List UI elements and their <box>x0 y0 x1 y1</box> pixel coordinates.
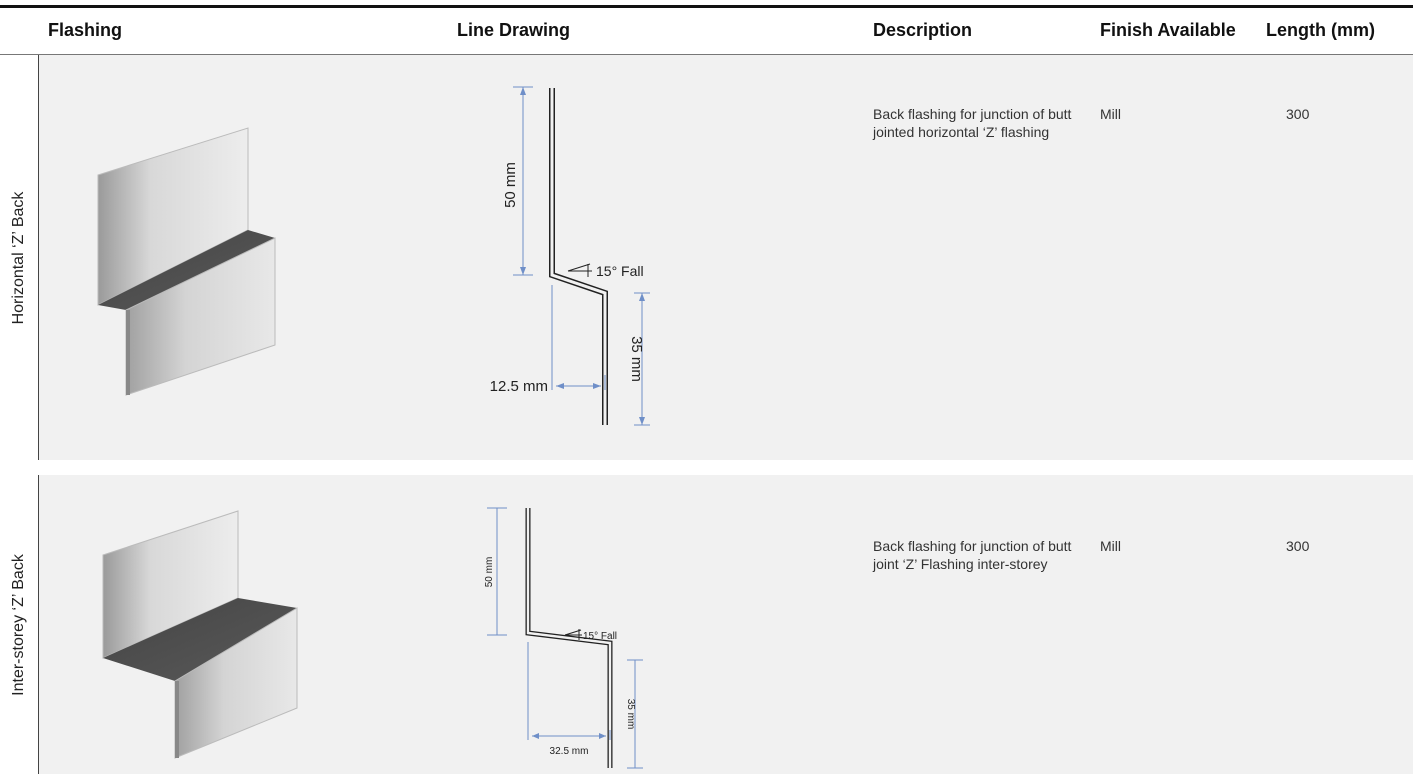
dim-fall-label: 15° Fall <box>596 263 644 279</box>
line-drawing: 15° Fall 50 mm 35 mm 12.5 mm <box>490 86 650 426</box>
dim-lower-label: 35 mm <box>625 699 636 730</box>
length-text: 300 <box>1286 106 1310 122</box>
table-top-rule <box>0 5 1413 8</box>
flashing-3d-image <box>102 510 298 759</box>
dim-offset-label: 32.5 mm <box>550 746 589 757</box>
finish-text: Mill <box>1100 106 1121 122</box>
header-flashing: Flashing <box>48 20 123 40</box>
finish-text: Mill <box>1100 538 1121 554</box>
dim-offset-label: 12.5 mm <box>490 378 548 395</box>
header-divider <box>0 54 1413 55</box>
dim-upper-label: 50 mm <box>502 162 519 208</box>
header-length: Length (mm) <box>1266 20 1375 40</box>
row-label-cell: Inter-storey ‘Z’ Back <box>0 475 38 774</box>
header-description: Description <box>873 20 973 40</box>
row-label: Horizontal ‘Z’ Back <box>10 191 27 324</box>
table-header: Flashing Line Drawing Description Finish… <box>0 8 1413 55</box>
description-text: Back flashing for junction of butt joint… <box>873 106 1072 140</box>
dim-lower-label: 35 mm <box>628 336 645 382</box>
row-divider <box>38 475 39 774</box>
header-finish-available: Finish Available <box>1100 20 1236 40</box>
line-drawing: 15° Fall 50 mm 35 mm 32.5 mm <box>484 507 643 769</box>
flashing-3d-image <box>97 127 276 396</box>
dim-upper-label: 50 mm <box>484 557 495 588</box>
dim-fall-label: 15° Fall <box>583 631 617 642</box>
table-row: Horizontal ‘Z’ Back <box>0 55 1413 460</box>
row-label-cell: Horizontal ‘Z’ Back <box>0 55 38 460</box>
table-row: Inter-storey ‘Z’ Back <box>0 475 1413 774</box>
header-line-drawing: Line Drawing <box>457 20 571 40</box>
length-text: 300 <box>1286 538 1310 554</box>
description-text: Back flashing for junction of butt joint… <box>873 538 1072 572</box>
row-divider <box>38 55 39 460</box>
row-label: Inter-storey ‘Z’ Back <box>10 553 27 696</box>
